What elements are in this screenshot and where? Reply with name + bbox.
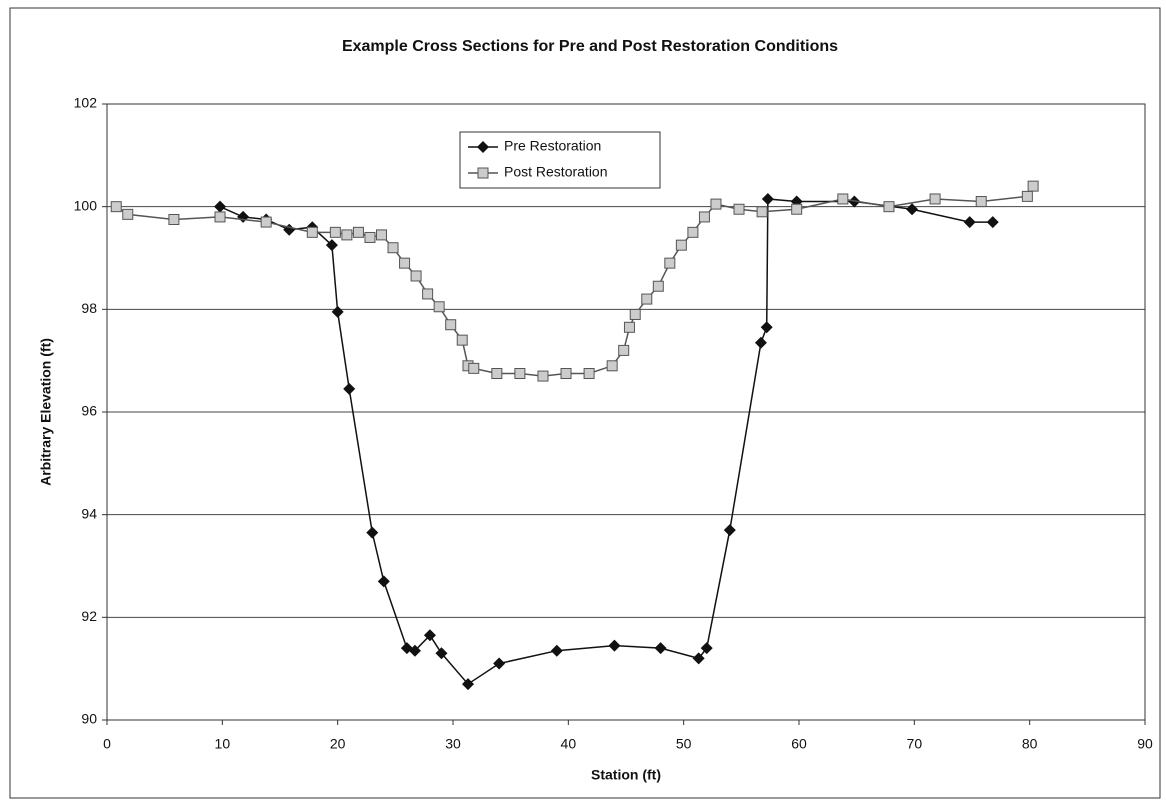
chart-title: Example Cross Sections for Pre and Post … bbox=[342, 38, 838, 55]
marker bbox=[329, 226, 341, 238]
marker bbox=[733, 203, 745, 215]
marker bbox=[761, 192, 774, 205]
marker bbox=[387, 242, 399, 254]
marker bbox=[423, 629, 436, 642]
x-tick-label: 50 bbox=[676, 736, 692, 752]
x-tick-label: 10 bbox=[215, 736, 231, 752]
marker bbox=[664, 257, 676, 269]
marker bbox=[260, 216, 272, 228]
marker bbox=[760, 321, 773, 334]
marker bbox=[237, 210, 250, 223]
marker bbox=[331, 305, 344, 318]
marker bbox=[756, 206, 768, 218]
series-line bbox=[219, 198, 993, 686]
marker bbox=[168, 214, 180, 225]
legend-marker bbox=[477, 167, 489, 179]
x-tick-label: 30 bbox=[445, 736, 461, 752]
legend-label: Pre Restoration bbox=[504, 138, 601, 154]
y-tick-label: 94 bbox=[81, 505, 97, 521]
marker bbox=[214, 211, 226, 223]
marker bbox=[700, 642, 713, 655]
marker bbox=[675, 239, 687, 251]
legend-box bbox=[459, 131, 661, 189]
marker bbox=[375, 229, 387, 241]
x-tick-label: 80 bbox=[1022, 736, 1038, 752]
marker bbox=[883, 201, 895, 213]
y-tick-label: 90 bbox=[81, 711, 97, 727]
series-line bbox=[115, 185, 1034, 377]
marker bbox=[410, 270, 422, 282]
marker bbox=[433, 301, 445, 313]
marker bbox=[583, 368, 595, 379]
marker bbox=[723, 524, 736, 537]
marker bbox=[608, 639, 621, 652]
marker bbox=[408, 644, 421, 657]
y-axis-label: Arbitrary Elevation (ft) bbox=[38, 338, 54, 486]
marker bbox=[491, 368, 503, 379]
marker bbox=[122, 208, 134, 220]
marker bbox=[110, 201, 122, 213]
marker bbox=[652, 280, 664, 292]
x-tick-label: 40 bbox=[561, 736, 577, 752]
marker bbox=[456, 334, 468, 346]
marker bbox=[687, 226, 699, 238]
x-tick-label: 0 bbox=[103, 736, 111, 752]
marker bbox=[514, 368, 526, 379]
chart-frame bbox=[9, 7, 1161, 799]
marker bbox=[435, 647, 448, 660]
marker bbox=[364, 231, 376, 243]
marker bbox=[618, 344, 630, 356]
x-axis-label: Station (ft) bbox=[591, 767, 661, 783]
marker bbox=[306, 226, 318, 238]
plot-area bbox=[106, 103, 1146, 721]
marker bbox=[341, 229, 353, 241]
marker bbox=[377, 575, 390, 588]
marker bbox=[929, 193, 941, 205]
marker bbox=[493, 657, 506, 670]
marker bbox=[710, 198, 722, 210]
y-tick-label: 100 bbox=[74, 197, 98, 213]
marker bbox=[1027, 180, 1039, 192]
marker bbox=[754, 336, 767, 349]
marker bbox=[352, 226, 364, 238]
marker bbox=[837, 193, 849, 205]
marker bbox=[654, 642, 667, 655]
marker bbox=[629, 308, 641, 320]
marker bbox=[461, 678, 474, 691]
x-tick-label: 90 bbox=[1137, 736, 1153, 752]
marker bbox=[623, 321, 635, 333]
marker bbox=[214, 200, 227, 213]
marker bbox=[963, 216, 976, 229]
legend-label: Post Restoration bbox=[504, 164, 608, 180]
marker bbox=[698, 211, 710, 223]
marker bbox=[692, 652, 705, 665]
y-tick-label: 92 bbox=[81, 608, 97, 624]
marker bbox=[975, 196, 987, 208]
y-tick-label: 102 bbox=[74, 95, 98, 111]
legend-marker bbox=[477, 141, 489, 153]
marker bbox=[641, 293, 653, 305]
marker bbox=[366, 526, 379, 539]
marker bbox=[325, 239, 338, 252]
marker bbox=[606, 360, 618, 372]
marker bbox=[791, 203, 803, 215]
marker bbox=[906, 203, 919, 216]
y-tick-label: 98 bbox=[81, 300, 97, 316]
marker bbox=[986, 216, 999, 229]
marker bbox=[560, 368, 572, 379]
x-tick-label: 70 bbox=[907, 736, 923, 752]
marker bbox=[343, 382, 356, 395]
x-tick-label: 20 bbox=[330, 736, 346, 752]
marker bbox=[537, 370, 549, 382]
x-tick-label: 60 bbox=[791, 736, 807, 752]
marker bbox=[445, 319, 457, 331]
y-tick-label: 96 bbox=[81, 403, 97, 419]
marker bbox=[1021, 190, 1033, 202]
marker bbox=[468, 362, 480, 374]
marker bbox=[399, 257, 411, 269]
marker bbox=[550, 644, 563, 657]
marker bbox=[422, 288, 434, 300]
